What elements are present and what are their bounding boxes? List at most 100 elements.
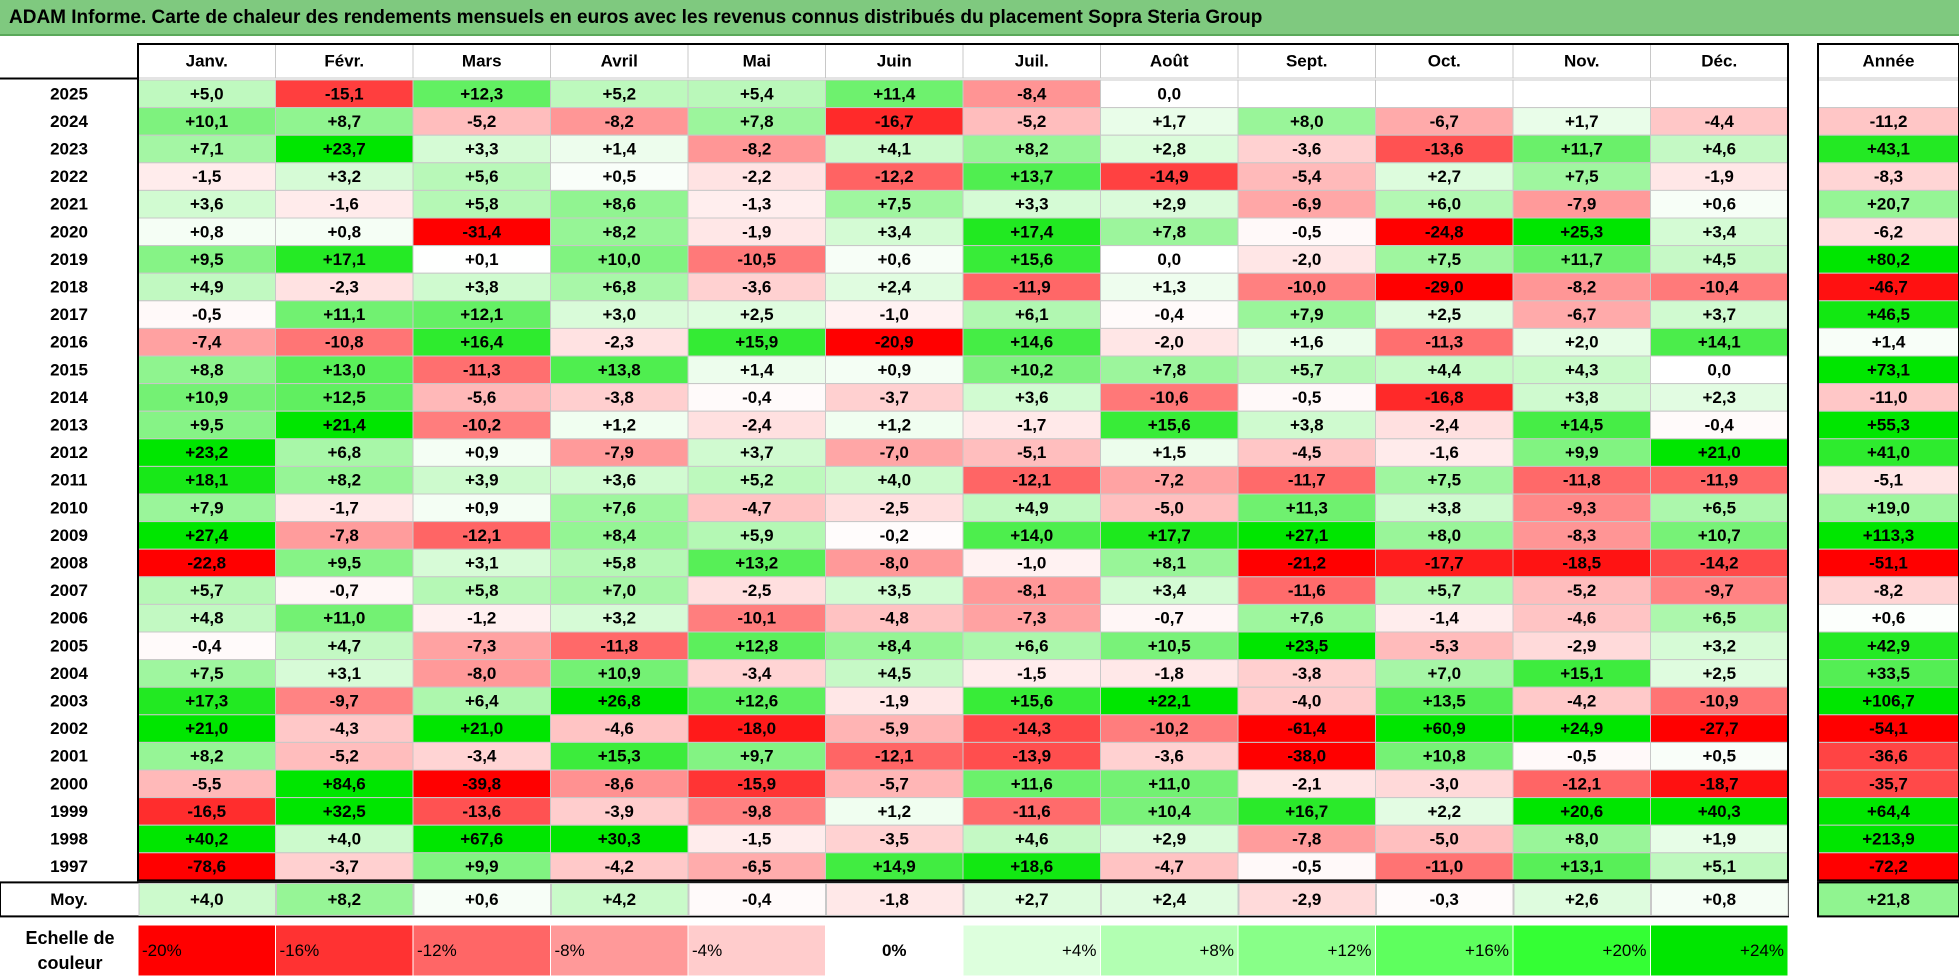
cell-value: -11,7 (1288, 471, 1326, 490)
color-scale-swatch (1100, 924, 1239, 977)
cell-value: +8,2 (1015, 140, 1049, 159)
cell-value: +8,0 (1427, 526, 1461, 545)
cell-value: +5,4 (740, 84, 774, 103)
cell-value: +22,1 (1148, 692, 1191, 711)
cell-value: -16,8 (1425, 388, 1464, 407)
year-label: 2018 (50, 278, 88, 297)
average-cell (1238, 882, 1376, 916)
cell-value: -5,9 (880, 719, 909, 738)
cell-value: +4,6 (1702, 140, 1736, 159)
heatmap-cell (1100, 603, 1239, 633)
average-cell (963, 882, 1101, 916)
cell-value: -2,3 (605, 333, 634, 352)
heatmap-cell (1650, 576, 1789, 605)
cell-value: -4,7 (1155, 857, 1184, 876)
cell-value: +4,5 (1702, 250, 1736, 269)
year-label: 2011 (51, 471, 88, 490)
heatmap-cell (550, 686, 689, 716)
heatmap-cell (687, 438, 826, 467)
heatmap-cell (1237, 576, 1376, 605)
cell-value: -3,7 (880, 388, 909, 407)
cell-value: -10,2 (1150, 719, 1189, 738)
color-scale-stop-label: +20% (1603, 941, 1647, 960)
heatmap-cell (1512, 769, 1651, 799)
month-header-label: Sept. (1286, 52, 1328, 71)
heatmap-cell (275, 217, 414, 247)
year-label: 2012 (50, 443, 88, 462)
cell-value: +12,5 (323, 388, 366, 407)
cell-value: +1,5 (1152, 443, 1186, 462)
annual-value: +80,2 (1867, 250, 1910, 269)
heatmap-cell (687, 686, 826, 716)
cell-value: +23,7 (323, 140, 366, 159)
month-header-label: Déc. (1701, 52, 1737, 71)
heatmap-cell (962, 410, 1101, 440)
cell-value: +3,7 (740, 443, 774, 462)
cell-value: +10,1 (185, 112, 228, 131)
cell-value: +6,1 (1015, 305, 1049, 324)
color-scale-label: Echelle de (25, 928, 114, 948)
annual-value: -35,7 (1869, 774, 1908, 793)
cell-value: +7,6 (602, 498, 636, 517)
cell-value: +12,6 (735, 692, 778, 711)
cell-value: +14,0 (1010, 526, 1053, 545)
year-label: 2021 (50, 195, 88, 214)
heatmap-cell (412, 576, 551, 605)
cell-value: -8,0 (467, 664, 496, 683)
heatmap-cell (825, 107, 964, 136)
heatmap-cell (1512, 576, 1651, 605)
cell-value: +8,0 (1290, 112, 1324, 131)
month-header-label: Juil. (1015, 52, 1049, 71)
cell-value: -8,6 (605, 774, 634, 793)
cell-value: +0,9 (465, 498, 499, 517)
cell-value: -12,1 (1562, 774, 1601, 793)
cell-value: +15,6 (1010, 692, 1053, 711)
heatmap-cell (687, 79, 826, 109)
cell-value: -5,2 (330, 747, 359, 766)
cell-value: -3,8 (605, 388, 634, 407)
heatmap-cell (962, 603, 1101, 633)
cell-value: -10,5 (737, 250, 776, 269)
annual-value: +20,7 (1867, 195, 1910, 214)
cell-value: +13,7 (1010, 167, 1053, 186)
cell-value: +4,3 (1565, 360, 1599, 379)
cell-value: -24,8 (1425, 222, 1464, 241)
heatmap-cell (412, 383, 551, 412)
heatmap-cell (1375, 603, 1514, 633)
heatmap-cell (1650, 245, 1789, 274)
average-value: -0,3 (1430, 890, 1459, 909)
cell-value: +6,8 (602, 278, 636, 297)
color-scale-stop-label: 0% (882, 941, 907, 960)
cell-value: -18,0 (737, 719, 776, 738)
color-scale-stop-label: -8% (555, 941, 585, 960)
heatmap-cell (825, 714, 964, 743)
heatmap-cell (412, 245, 551, 274)
heatmap-cell (1375, 245, 1514, 274)
cell-value: -12,2 (875, 167, 914, 186)
cell-value: -1,9 (880, 692, 909, 711)
heatmap-cell (275, 327, 414, 357)
heatmap-cell (550, 493, 689, 523)
heatmap-cell (550, 134, 689, 164)
heatmap-cell (137, 521, 276, 550)
cell-value: -3,9 (605, 802, 634, 821)
cell-value: +5,2 (602, 84, 636, 103)
cell-value: -15,1 (325, 84, 364, 103)
cell-value: -3,6 (1155, 747, 1184, 766)
cell-value: +40,3 (1698, 802, 1741, 821)
heatmap-cell (1650, 162, 1789, 191)
heatmap-cell (1375, 107, 1514, 136)
heatmap-cell (550, 438, 689, 467)
cell-value: +5,2 (740, 471, 774, 490)
heatmap-cell (687, 741, 826, 771)
cell-value: +30,3 (598, 830, 641, 849)
heatmap-cell (1650, 438, 1789, 467)
cell-value: +8,7 (327, 112, 361, 131)
annual-cell (1817, 162, 1959, 191)
annual-header-label: Année (1863, 52, 1915, 71)
cell-value: +6,4 (465, 692, 499, 711)
heatmap-cell (1237, 603, 1376, 633)
heatmap-cell (1375, 410, 1514, 440)
annual-value: -72,2 (1869, 857, 1908, 876)
cell-value: +9,5 (190, 416, 224, 435)
